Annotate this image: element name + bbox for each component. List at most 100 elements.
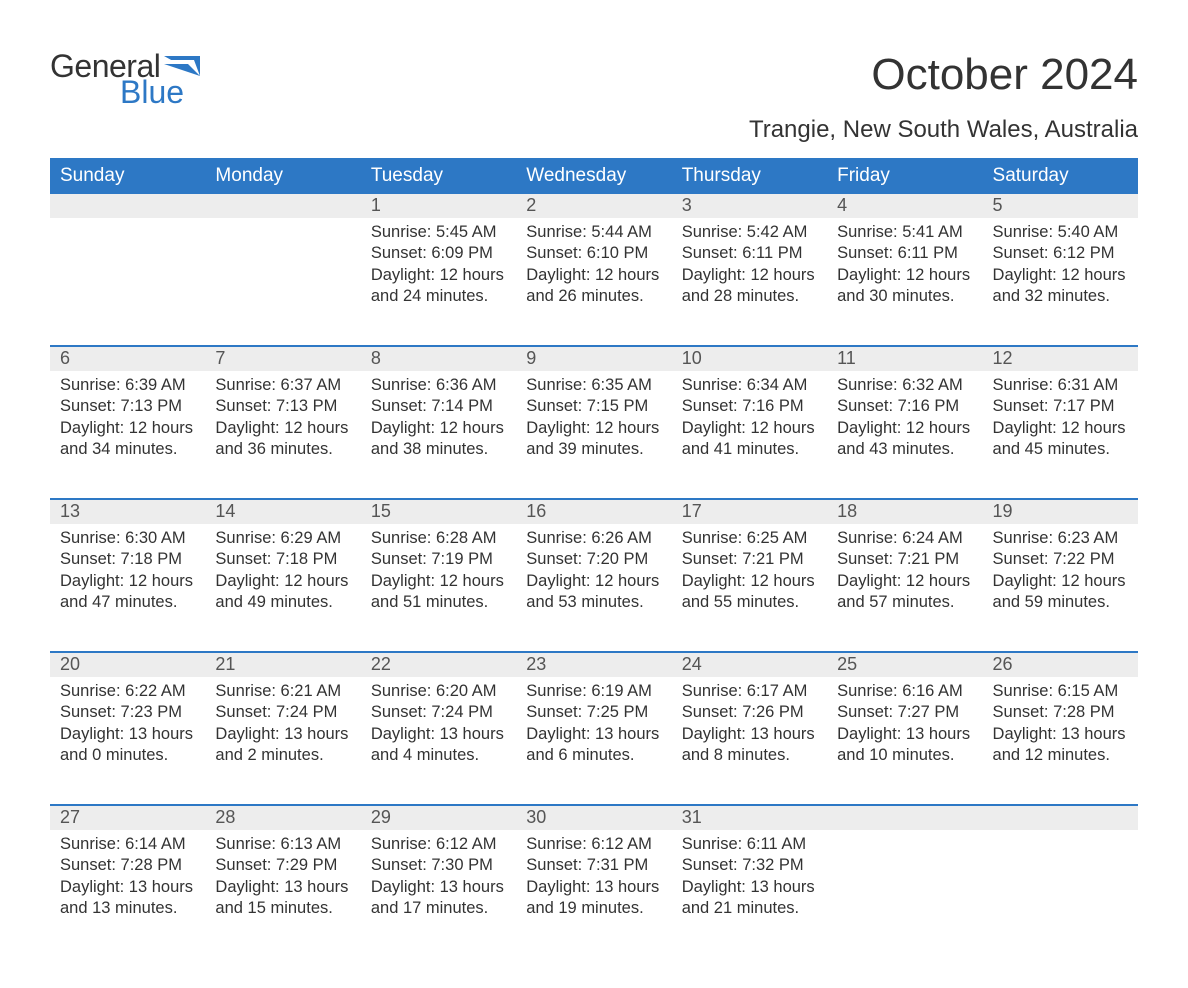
daylight-line: and 26 minutes.	[526, 286, 661, 307]
sunset-line: Sunset: 6:10 PM	[526, 243, 661, 264]
daylight-line: Daylight: 12 hours	[371, 265, 506, 286]
sunset-line: Sunset: 7:24 PM	[215, 702, 350, 723]
day-content-cell: Sunrise: 5:42 AMSunset: 6:11 PMDaylight:…	[672, 218, 827, 346]
sunrise-line: Sunrise: 5:41 AM	[837, 222, 972, 243]
sunset-line: Sunset: 7:29 PM	[215, 855, 350, 876]
sunset-line: Sunset: 7:30 PM	[371, 855, 506, 876]
month-title: October 2024	[749, 50, 1138, 100]
sunrise-line: Sunrise: 5:45 AM	[371, 222, 506, 243]
sunrise-line: Sunrise: 6:20 AM	[371, 681, 506, 702]
day-number: 13	[50, 500, 205, 524]
day-details: Sunrise: 6:34 AMSunset: 7:16 PMDaylight:…	[672, 371, 827, 471]
day-content-cell: Sunrise: 6:26 AMSunset: 7:20 PMDaylight:…	[516, 524, 671, 652]
week-daynum-row: 2728293031	[50, 805, 1138, 830]
sunset-line: Sunset: 7:25 PM	[526, 702, 661, 723]
day-number: 20	[50, 653, 205, 677]
daylight-line: Daylight: 12 hours	[526, 418, 661, 439]
day-content-cell: Sunrise: 6:32 AMSunset: 7:16 PMDaylight:…	[827, 371, 982, 499]
day-details: Sunrise: 6:26 AMSunset: 7:20 PMDaylight:…	[516, 524, 671, 624]
daylight-line: and 19 minutes.	[526, 898, 661, 919]
sunset-line: Sunset: 7:28 PM	[60, 855, 195, 876]
day-content-cell: Sunrise: 6:20 AMSunset: 7:24 PMDaylight:…	[361, 677, 516, 805]
week-content-row: Sunrise: 5:45 AMSunset: 6:09 PMDaylight:…	[50, 218, 1138, 346]
sunset-line: Sunset: 6:11 PM	[837, 243, 972, 264]
sunset-line: Sunset: 7:13 PM	[215, 396, 350, 417]
daylight-line: and 36 minutes.	[215, 439, 350, 460]
daylight-line: and 53 minutes.	[526, 592, 661, 613]
week-daynum-row: 12345	[50, 193, 1138, 218]
day-content-cell: Sunrise: 6:12 AMSunset: 7:30 PMDaylight:…	[361, 830, 516, 958]
daylight-line: Daylight: 13 hours	[60, 724, 195, 745]
sunset-line: Sunset: 6:09 PM	[371, 243, 506, 264]
sunrise-line: Sunrise: 6:34 AM	[682, 375, 817, 396]
day-number-cell: 29	[361, 805, 516, 830]
day-details: Sunrise: 6:19 AMSunset: 7:25 PMDaylight:…	[516, 677, 671, 777]
day-content-cell: Sunrise: 5:41 AMSunset: 6:11 PMDaylight:…	[827, 218, 982, 346]
sunset-line: Sunset: 7:18 PM	[60, 549, 195, 570]
day-number-cell: 10	[672, 346, 827, 371]
daylight-line: Daylight: 13 hours	[682, 877, 817, 898]
day-number: 5	[983, 194, 1138, 218]
day-number-cell: 5	[983, 193, 1138, 218]
day-number: 29	[361, 806, 516, 830]
day-content-cell: Sunrise: 6:34 AMSunset: 7:16 PMDaylight:…	[672, 371, 827, 499]
empty-cell	[827, 805, 982, 830]
day-details: Sunrise: 6:12 AMSunset: 7:30 PMDaylight:…	[361, 830, 516, 930]
daylight-line: and 45 minutes.	[993, 439, 1128, 460]
day-details: Sunrise: 6:12 AMSunset: 7:31 PMDaylight:…	[516, 830, 671, 930]
day-content-cell: Sunrise: 6:37 AMSunset: 7:13 PMDaylight:…	[205, 371, 360, 499]
day-number: 18	[827, 500, 982, 524]
day-number: 31	[672, 806, 827, 830]
day-content-cell: Sunrise: 6:24 AMSunset: 7:21 PMDaylight:…	[827, 524, 982, 652]
day-number-cell: 18	[827, 499, 982, 524]
day-content-cell: Sunrise: 6:29 AMSunset: 7:18 PMDaylight:…	[205, 524, 360, 652]
flag-icon	[164, 56, 200, 76]
calendar-page: General Blue October 2024 Trangie, New S…	[0, 0, 1188, 988]
week-content-row: Sunrise: 6:39 AMSunset: 7:13 PMDaylight:…	[50, 371, 1138, 499]
daylight-line: and 49 minutes.	[215, 592, 350, 613]
day-number-cell: 30	[516, 805, 671, 830]
empty-cell	[983, 830, 1138, 958]
sunrise-line: Sunrise: 6:12 AM	[371, 834, 506, 855]
day-details: Sunrise: 5:40 AMSunset: 6:12 PMDaylight:…	[983, 218, 1138, 318]
day-details: Sunrise: 5:45 AMSunset: 6:09 PMDaylight:…	[361, 218, 516, 318]
day-number: 6	[50, 347, 205, 371]
daylight-line: and 41 minutes.	[682, 439, 817, 460]
daylight-line: and 59 minutes.	[993, 592, 1128, 613]
daylight-line: and 21 minutes.	[682, 898, 817, 919]
day-details: Sunrise: 6:30 AMSunset: 7:18 PMDaylight:…	[50, 524, 205, 624]
sunset-line: Sunset: 7:27 PM	[837, 702, 972, 723]
day-number: 1	[361, 194, 516, 218]
day-details: Sunrise: 6:16 AMSunset: 7:27 PMDaylight:…	[827, 677, 982, 777]
day-number-cell: 4	[827, 193, 982, 218]
sunrise-line: Sunrise: 6:23 AM	[993, 528, 1128, 549]
brand-word-2: Blue	[120, 76, 184, 108]
sunset-line: Sunset: 7:13 PM	[60, 396, 195, 417]
day-details: Sunrise: 5:41 AMSunset: 6:11 PMDaylight:…	[827, 218, 982, 318]
daylight-line: Daylight: 12 hours	[993, 418, 1128, 439]
daylight-line: and 39 minutes.	[526, 439, 661, 460]
day-details: Sunrise: 6:21 AMSunset: 7:24 PMDaylight:…	[205, 677, 360, 777]
sunrise-line: Sunrise: 6:39 AM	[60, 375, 195, 396]
daylight-line: Daylight: 12 hours	[215, 418, 350, 439]
daylight-line: Daylight: 13 hours	[371, 724, 506, 745]
day-number: 21	[205, 653, 360, 677]
day-number-cell: 15	[361, 499, 516, 524]
daylight-line: and 24 minutes.	[371, 286, 506, 307]
header: General Blue October 2024 Trangie, New S…	[50, 50, 1138, 144]
day-number-cell: 11	[827, 346, 982, 371]
daylight-line: and 10 minutes.	[837, 745, 972, 766]
day-header: Tuesday	[361, 159, 516, 193]
sunrise-line: Sunrise: 6:22 AM	[60, 681, 195, 702]
daylight-line: Daylight: 13 hours	[526, 724, 661, 745]
sunset-line: Sunset: 7:23 PM	[60, 702, 195, 723]
day-number: 9	[516, 347, 671, 371]
calendar-table: SundayMondayTuesdayWednesdayThursdayFrid…	[50, 158, 1138, 958]
day-number: 16	[516, 500, 671, 524]
daylight-line: and 30 minutes.	[837, 286, 972, 307]
day-content-cell: Sunrise: 6:15 AMSunset: 7:28 PMDaylight:…	[983, 677, 1138, 805]
day-number-cell: 21	[205, 652, 360, 677]
day-number: 23	[516, 653, 671, 677]
daylight-line: and 13 minutes.	[60, 898, 195, 919]
sunset-line: Sunset: 6:11 PM	[682, 243, 817, 264]
